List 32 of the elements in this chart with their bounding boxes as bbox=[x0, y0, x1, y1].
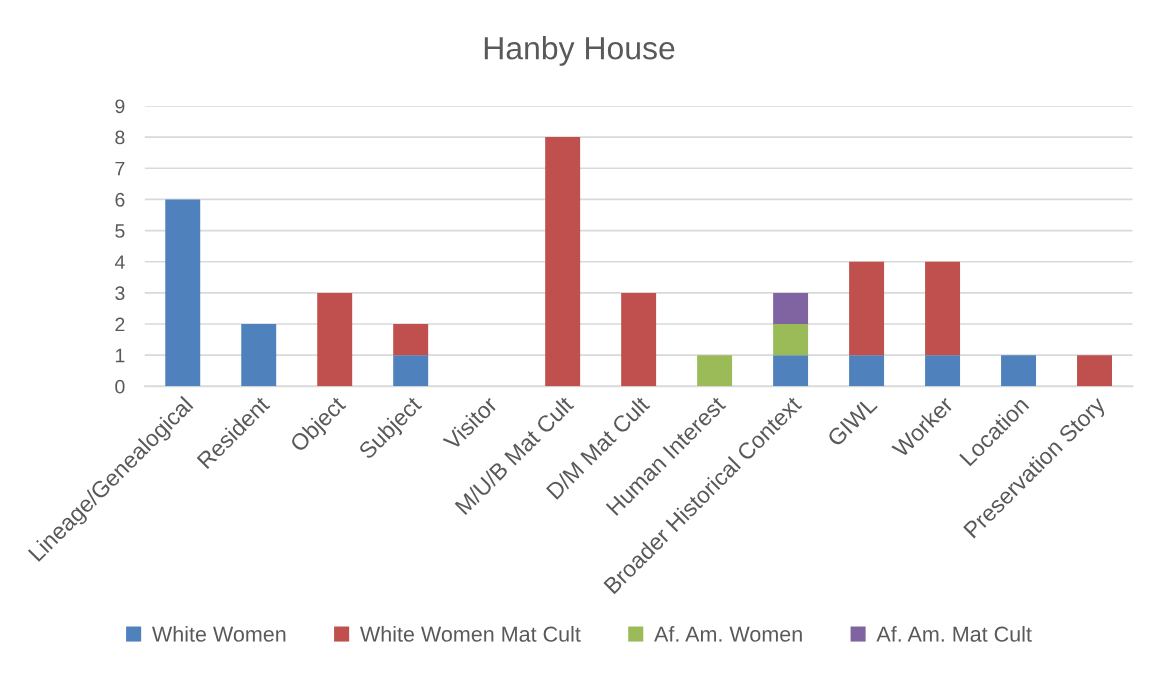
bar bbox=[1077, 355, 1113, 387]
bar bbox=[241, 324, 277, 387]
bar bbox=[317, 292, 353, 387]
bar bbox=[773, 324, 809, 356]
bar bbox=[849, 261, 885, 356]
y-tick-label: 6 bbox=[115, 192, 125, 207]
y-tick-label: 7 bbox=[115, 161, 125, 176]
legend-label: Af. Am. Women bbox=[654, 626, 802, 642]
y-tick-label: 5 bbox=[115, 224, 125, 238]
bar bbox=[773, 355, 809, 387]
bar bbox=[165, 199, 201, 387]
y-tick-label: 3 bbox=[115, 286, 125, 301]
bar bbox=[925, 355, 961, 387]
y-tick-label: 0 bbox=[115, 379, 125, 394]
y-tick-label: 2 bbox=[115, 317, 125, 332]
y-tick-label: 8 bbox=[115, 130, 125, 145]
bar bbox=[773, 292, 809, 325]
y-tick-label: 4 bbox=[114, 255, 125, 269]
y-tick-label: 1 bbox=[115, 348, 125, 363]
bar bbox=[621, 292, 657, 387]
bar bbox=[697, 355, 733, 387]
legend-label: Af. Am. Mat Cult bbox=[876, 625, 1032, 642]
bar bbox=[393, 355, 429, 387]
bar bbox=[849, 355, 885, 387]
chart-title: Hanby House bbox=[484, 36, 675, 66]
bar bbox=[1001, 355, 1037, 387]
bar bbox=[925, 261, 961, 356]
bar bbox=[393, 324, 429, 356]
legend-label: White Women Mat Cult bbox=[360, 625, 581, 642]
legend-label: White Women bbox=[152, 625, 286, 642]
bar bbox=[545, 137, 581, 387]
y-tick-label: 9 bbox=[115, 99, 125, 114]
